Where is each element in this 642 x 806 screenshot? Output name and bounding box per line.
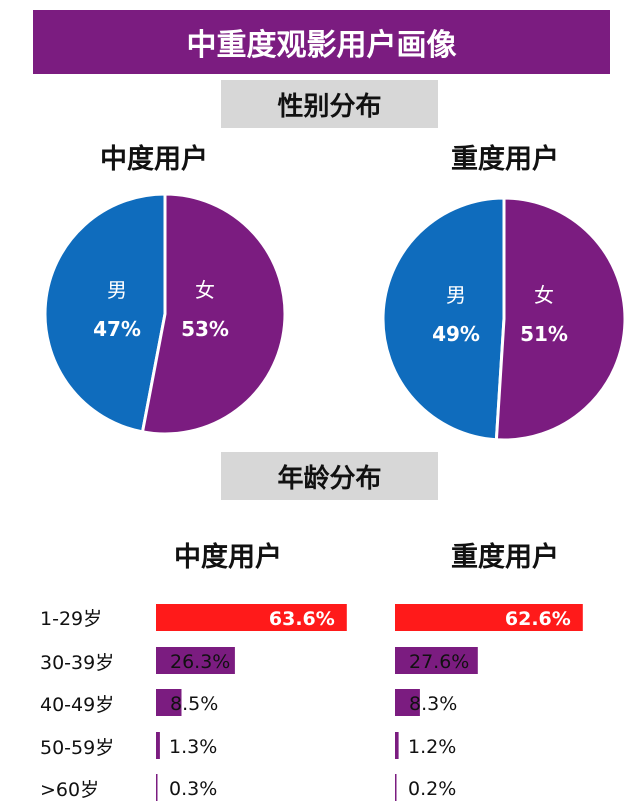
- bar: [156, 774, 158, 801]
- pie-slice-label: 男: [446, 283, 466, 307]
- pie-slice-label: 女: [534, 283, 554, 307]
- age-medium-heading: 中度用户: [174, 542, 282, 573]
- pie-slice-value: 49%: [432, 322, 480, 346]
- pie-slice-value: 47%: [93, 317, 141, 341]
- bar: [156, 604, 347, 631]
- bar-value-label: 8.3%: [409, 693, 457, 715]
- bar: [395, 647, 478, 674]
- bar: [395, 732, 399, 759]
- bar: [156, 732, 160, 759]
- bar-value-label: 0.2%: [408, 778, 456, 800]
- bar-value-label: 26.3%: [170, 651, 230, 673]
- pie-slice-value: 51%: [520, 322, 568, 346]
- age-row-label: 1-29岁: [40, 608, 103, 630]
- pie-slice-male: [381, 196, 506, 442]
- pie-slice-female: [140, 192, 287, 436]
- bar: [156, 689, 182, 716]
- bar: [395, 604, 583, 631]
- page-title: 中重度观影用户画像: [33, 10, 610, 74]
- bar-value-label: 63.6%: [269, 608, 335, 630]
- age-row-label: 50-59岁: [40, 737, 115, 759]
- section-age-title: 年龄分布: [221, 452, 438, 500]
- age-heavy-heading: 重度用户: [451, 542, 559, 573]
- bar-value-label: 1.3%: [169, 736, 217, 758]
- bar-value-label: 27.6%: [409, 651, 469, 673]
- bar-value-label: 62.6%: [505, 608, 571, 630]
- gender-heavy-heading: 重度用户: [451, 144, 559, 175]
- age-row-label: 30-39岁: [40, 652, 115, 674]
- pie-slice-female: [494, 196, 627, 442]
- bar-value-label: 1.2%: [408, 736, 456, 758]
- pie-slice-male: [43, 192, 167, 434]
- bar: [395, 774, 397, 801]
- bar: [395, 689, 420, 716]
- age-row-label: 40-49岁: [40, 694, 115, 716]
- age-row-label: >60岁: [40, 779, 100, 801]
- pie-slice-label: 男: [107, 278, 127, 302]
- section-gender-title: 性别分布: [221, 80, 438, 128]
- bar-value-label: 0.3%: [169, 778, 217, 800]
- bar: [156, 647, 235, 674]
- gender-medium-heading: 中度用户: [100, 144, 208, 175]
- pie-slice-value: 53%: [181, 317, 229, 341]
- bar-value-label: 8.5%: [170, 693, 218, 715]
- pie-slice-label: 女: [195, 278, 215, 302]
